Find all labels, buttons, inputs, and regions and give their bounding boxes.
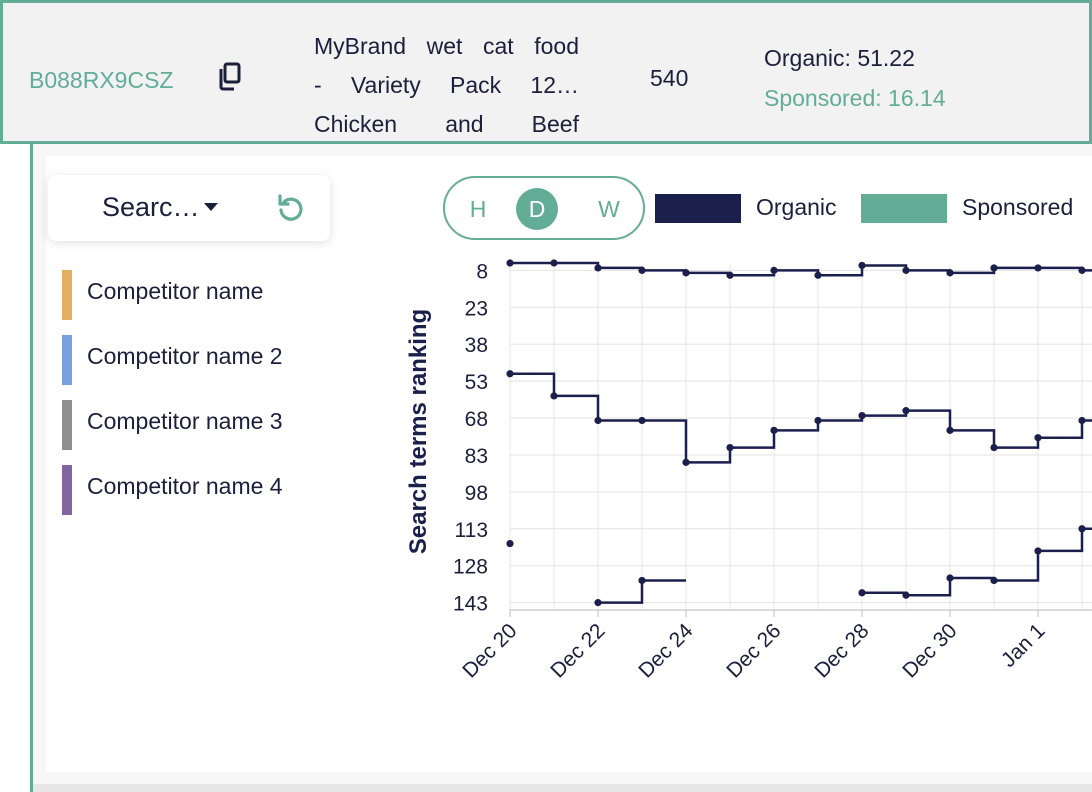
competitor-swatch	[62, 400, 72, 450]
data-point	[990, 576, 998, 585]
competitor-swatch	[62, 465, 72, 515]
data-point	[990, 264, 998, 272]
data-point	[1078, 416, 1086, 425]
copy-icon[interactable]	[217, 62, 243, 92]
y-axis-label: Search terms ranking	[405, 309, 432, 554]
y-tick-label: 38	[465, 334, 488, 357]
data-point	[902, 407, 910, 415]
x-tick-label: Dec 20	[458, 619, 521, 682]
data-point	[1034, 547, 1042, 555]
competitor-name: Competitor name 2	[87, 343, 283, 369]
competitor-swatch	[62, 335, 72, 385]
granularity-hourly[interactable]: H	[469, 196, 487, 222]
x-tick-label: Dec 22	[546, 619, 609, 682]
data-point	[1078, 266, 1086, 274]
series-line	[598, 579, 686, 604]
asin-link[interactable]: B088RX9CSZ	[29, 67, 174, 93]
data-point	[638, 576, 646, 585]
data-point	[638, 266, 646, 274]
data-point	[682, 269, 690, 277]
caret-down-icon[interactable]	[204, 203, 218, 211]
product-title-line: - Variety Pack 12…	[314, 72, 579, 98]
granularity-toggle: H D W	[443, 176, 645, 240]
data-point	[946, 269, 954, 277]
data-point	[902, 266, 910, 274]
x-tick-label: Dec 30	[898, 619, 961, 682]
y-tick-label: 68	[465, 408, 488, 431]
data-point	[946, 426, 954, 434]
data-point	[1078, 525, 1086, 533]
x-tick-label: Jan 1	[997, 619, 1050, 672]
data-point	[770, 266, 778, 274]
y-tick-label: 83	[465, 445, 488, 468]
x-tick-label: Dec 24	[634, 619, 698, 683]
granularity-daily[interactable]: D	[516, 188, 558, 230]
data-point	[726, 271, 734, 279]
y-tick-label: 113	[455, 519, 488, 542]
competitor-name: Competitor name 4	[87, 473, 283, 499]
data-point	[506, 539, 514, 548]
data-point	[858, 411, 866, 420]
competitor-name: Competitor name 3	[87, 408, 283, 434]
data-point	[990, 443, 998, 452]
product-title-line: Chicken and Beef	[314, 111, 579, 137]
ranking-chart: 8 23 38 53 68 83 98 113 128 143 Dec 20 Dec 22 Dec 24…	[405, 259, 1092, 683]
reset-icon[interactable]	[276, 193, 306, 223]
data-point	[550, 259, 558, 267]
series-line	[862, 527, 1092, 597]
data-point	[638, 416, 646, 425]
y-tick-label: 53	[465, 371, 488, 394]
legend-sponsored-swatch[interactable]	[861, 194, 947, 223]
legend-organic-label[interactable]: Organic	[756, 194, 837, 220]
data-point	[814, 416, 822, 425]
scroll-track	[33, 784, 1092, 792]
data-point	[726, 443, 734, 452]
sponsored-value: Sponsored: 16.14	[764, 85, 946, 111]
y-tick-label: 8	[476, 260, 488, 283]
y-tick-label: 98	[465, 482, 488, 505]
product-row: B088RX9CSZ MyBrand wet cat food - Variet…	[0, 0, 1092, 144]
data-point	[858, 589, 866, 597]
legend-sponsored-label[interactable]: Sponsored	[962, 194, 1074, 220]
y-tick-label: 23	[465, 297, 488, 320]
data-point	[594, 599, 602, 607]
data-point	[902, 591, 910, 599]
keyword-count: 540	[650, 65, 689, 91]
competitor-swatch	[62, 270, 72, 320]
product-title: MyBrand wet cat food - Variety Pack 12… …	[314, 27, 579, 144]
organic-value: Organic: 51.22	[764, 45, 915, 71]
data-point	[858, 261, 866, 270]
legend-organic-swatch[interactable]	[655, 194, 741, 223]
data-point	[506, 370, 514, 378]
data-point	[770, 426, 778, 434]
chart-card	[46, 156, 1092, 772]
data-point	[946, 574, 954, 582]
product-title-line: MyBrand wet cat food	[314, 33, 579, 59]
y-tick-label: 128	[453, 556, 488, 579]
data-point	[814, 271, 822, 279]
search-term-label[interactable]: Searc…	[102, 192, 200, 222]
y-tick-label: 143	[453, 593, 488, 616]
data-point	[594, 264, 602, 272]
competitor-name: Competitor name	[87, 278, 264, 304]
x-tick-label: Dec 26	[722, 619, 785, 682]
search-term-dropdown[interactable]: Searc…	[48, 175, 330, 241]
data-point	[550, 392, 558, 400]
data-point	[682, 458, 690, 466]
x-tick-label: Dec 28	[810, 619, 873, 682]
granularity-weekly[interactable]: W	[598, 196, 620, 222]
data-point	[1034, 264, 1042, 272]
data-point	[1034, 434, 1042, 442]
data-point	[506, 259, 514, 267]
data-point	[594, 416, 602, 425]
